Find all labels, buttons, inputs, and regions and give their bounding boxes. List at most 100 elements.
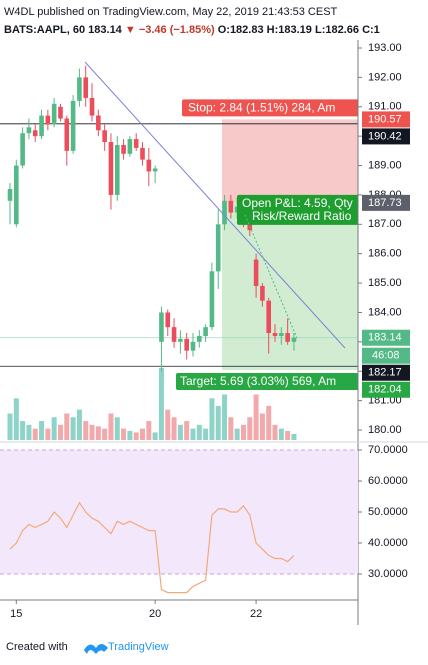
volume-bar	[158, 368, 164, 440]
legend: BATS:AAPL, 60 183.14 ▼ −3.46 (−1.85%) O:…	[4, 24, 380, 36]
candle-body	[121, 144, 126, 154]
candle-body	[190, 341, 196, 351]
candle-body	[39, 115, 44, 137]
volume-bar	[285, 430, 291, 440]
y-tick-label: 180.00	[368, 424, 402, 436]
price-label: 190.57	[368, 113, 402, 125]
symbol: BATS:AAPL, 60	[4, 24, 85, 36]
volume-bar	[209, 398, 215, 440]
candle-body	[279, 333, 284, 336]
volume-bar	[76, 409, 82, 440]
candle-body	[228, 200, 234, 213]
candle-body	[215, 224, 221, 272]
y-tick-label: 184.00	[368, 306, 402, 318]
volume-bar	[89, 424, 95, 440]
y-tick-label: 60.0000	[368, 475, 408, 487]
trend-line	[84, 61, 346, 349]
volume-bar	[45, 428, 51, 440]
brand: TradingView	[108, 641, 169, 653]
volume-bar	[234, 428, 240, 440]
y-tick-label: 50.0000	[368, 506, 408, 518]
x-tick-label: 15	[10, 608, 22, 620]
candle-body	[89, 97, 95, 116]
candle-body	[159, 312, 164, 342]
volume-bar	[57, 424, 63, 440]
x-tick-label: 22	[250, 608, 262, 620]
rr-text: Risk/Reward Ratio	[252, 209, 352, 223]
candle-body	[45, 115, 51, 125]
footer: Created with	[6, 641, 68, 653]
y-tick-label: 187.00	[368, 218, 402, 230]
volume-bar	[146, 421, 152, 440]
volume-bar	[203, 428, 209, 440]
price-label: 182.17	[368, 367, 402, 379]
countdown-box	[362, 347, 410, 364]
volume-bar	[64, 413, 70, 440]
volume-bar	[228, 417, 234, 440]
stop-text: Stop: 2.84 (1.51%) 284, Am	[188, 101, 335, 115]
volume-bar	[215, 405, 221, 440]
x-tick-label: 20	[149, 608, 161, 620]
volume-bar	[259, 413, 265, 440]
volume-bar	[184, 421, 190, 440]
y-tick-label: 30.0000	[368, 568, 408, 580]
open: O:182.83	[218, 24, 264, 36]
candle-body	[26, 127, 32, 134]
candle-body	[178, 338, 183, 342]
candle-body	[184, 338, 189, 351]
candle-body	[7, 189, 13, 201]
candle-body	[108, 142, 114, 195]
price-label: 182.04	[368, 384, 402, 396]
y-tick-label: 185.00	[368, 277, 402, 289]
volume-bar	[140, 428, 146, 440]
low: L:182.66	[315, 24, 359, 36]
volume-bar	[51, 417, 57, 440]
price-pane: Stop: 2.84 (1.51%) 284, Am Target: 5.69 (…	[0, 65, 358, 440]
candle-body	[77, 77, 82, 101]
price-label-box	[362, 364, 410, 381]
info-box	[237, 194, 358, 225]
candle-body	[64, 118, 70, 151]
candle-body	[140, 147, 145, 160]
y-tick-label: 189.00	[368, 159, 402, 171]
volume-bar	[95, 426, 101, 440]
volume-bar	[7, 413, 13, 440]
volume-bar	[26, 424, 32, 440]
volume-bar	[152, 432, 158, 440]
candle-body	[171, 327, 177, 342]
price-label-box	[362, 329, 410, 346]
volume-bar	[13, 398, 19, 440]
y-tick-label: 192.00	[368, 71, 402, 83]
y-tick-label: 191.00	[368, 101, 402, 113]
rsi-line	[9, 501, 295, 594]
candle-body	[260, 286, 265, 301]
candle-body	[14, 165, 19, 225]
countdown: 46:08	[372, 350, 400, 362]
candle-body	[222, 200, 227, 225]
volume-bar	[165, 409, 171, 440]
info-box	[176, 373, 358, 391]
volume-bar	[291, 433, 297, 440]
y-tick-label: 40.0000	[368, 537, 408, 549]
volume-bar	[20, 421, 26, 440]
candle-body	[127, 139, 133, 154]
price-label: 183.14	[368, 332, 402, 344]
target-zone	[222, 202, 358, 371]
stop-zone	[222, 119, 358, 203]
candle-body	[165, 312, 171, 328]
candle-body	[133, 139, 139, 148]
last: 183.14	[88, 24, 123, 36]
candle-body	[58, 106, 63, 119]
volume-bar	[278, 428, 284, 440]
pnl-text: Open P&L: 4.59, Qty	[242, 196, 353, 210]
candle-body	[114, 144, 120, 195]
volume-bar	[253, 394, 259, 440]
volume-bar	[222, 394, 228, 440]
target-text: Target: 5.69 (3.03%) 569, Am	[180, 374, 336, 388]
logo	[84, 644, 108, 654]
candle-body	[83, 77, 89, 98]
candle-body	[96, 115, 101, 131]
price-label-box	[362, 194, 410, 211]
high: H:183.19	[267, 24, 312, 36]
